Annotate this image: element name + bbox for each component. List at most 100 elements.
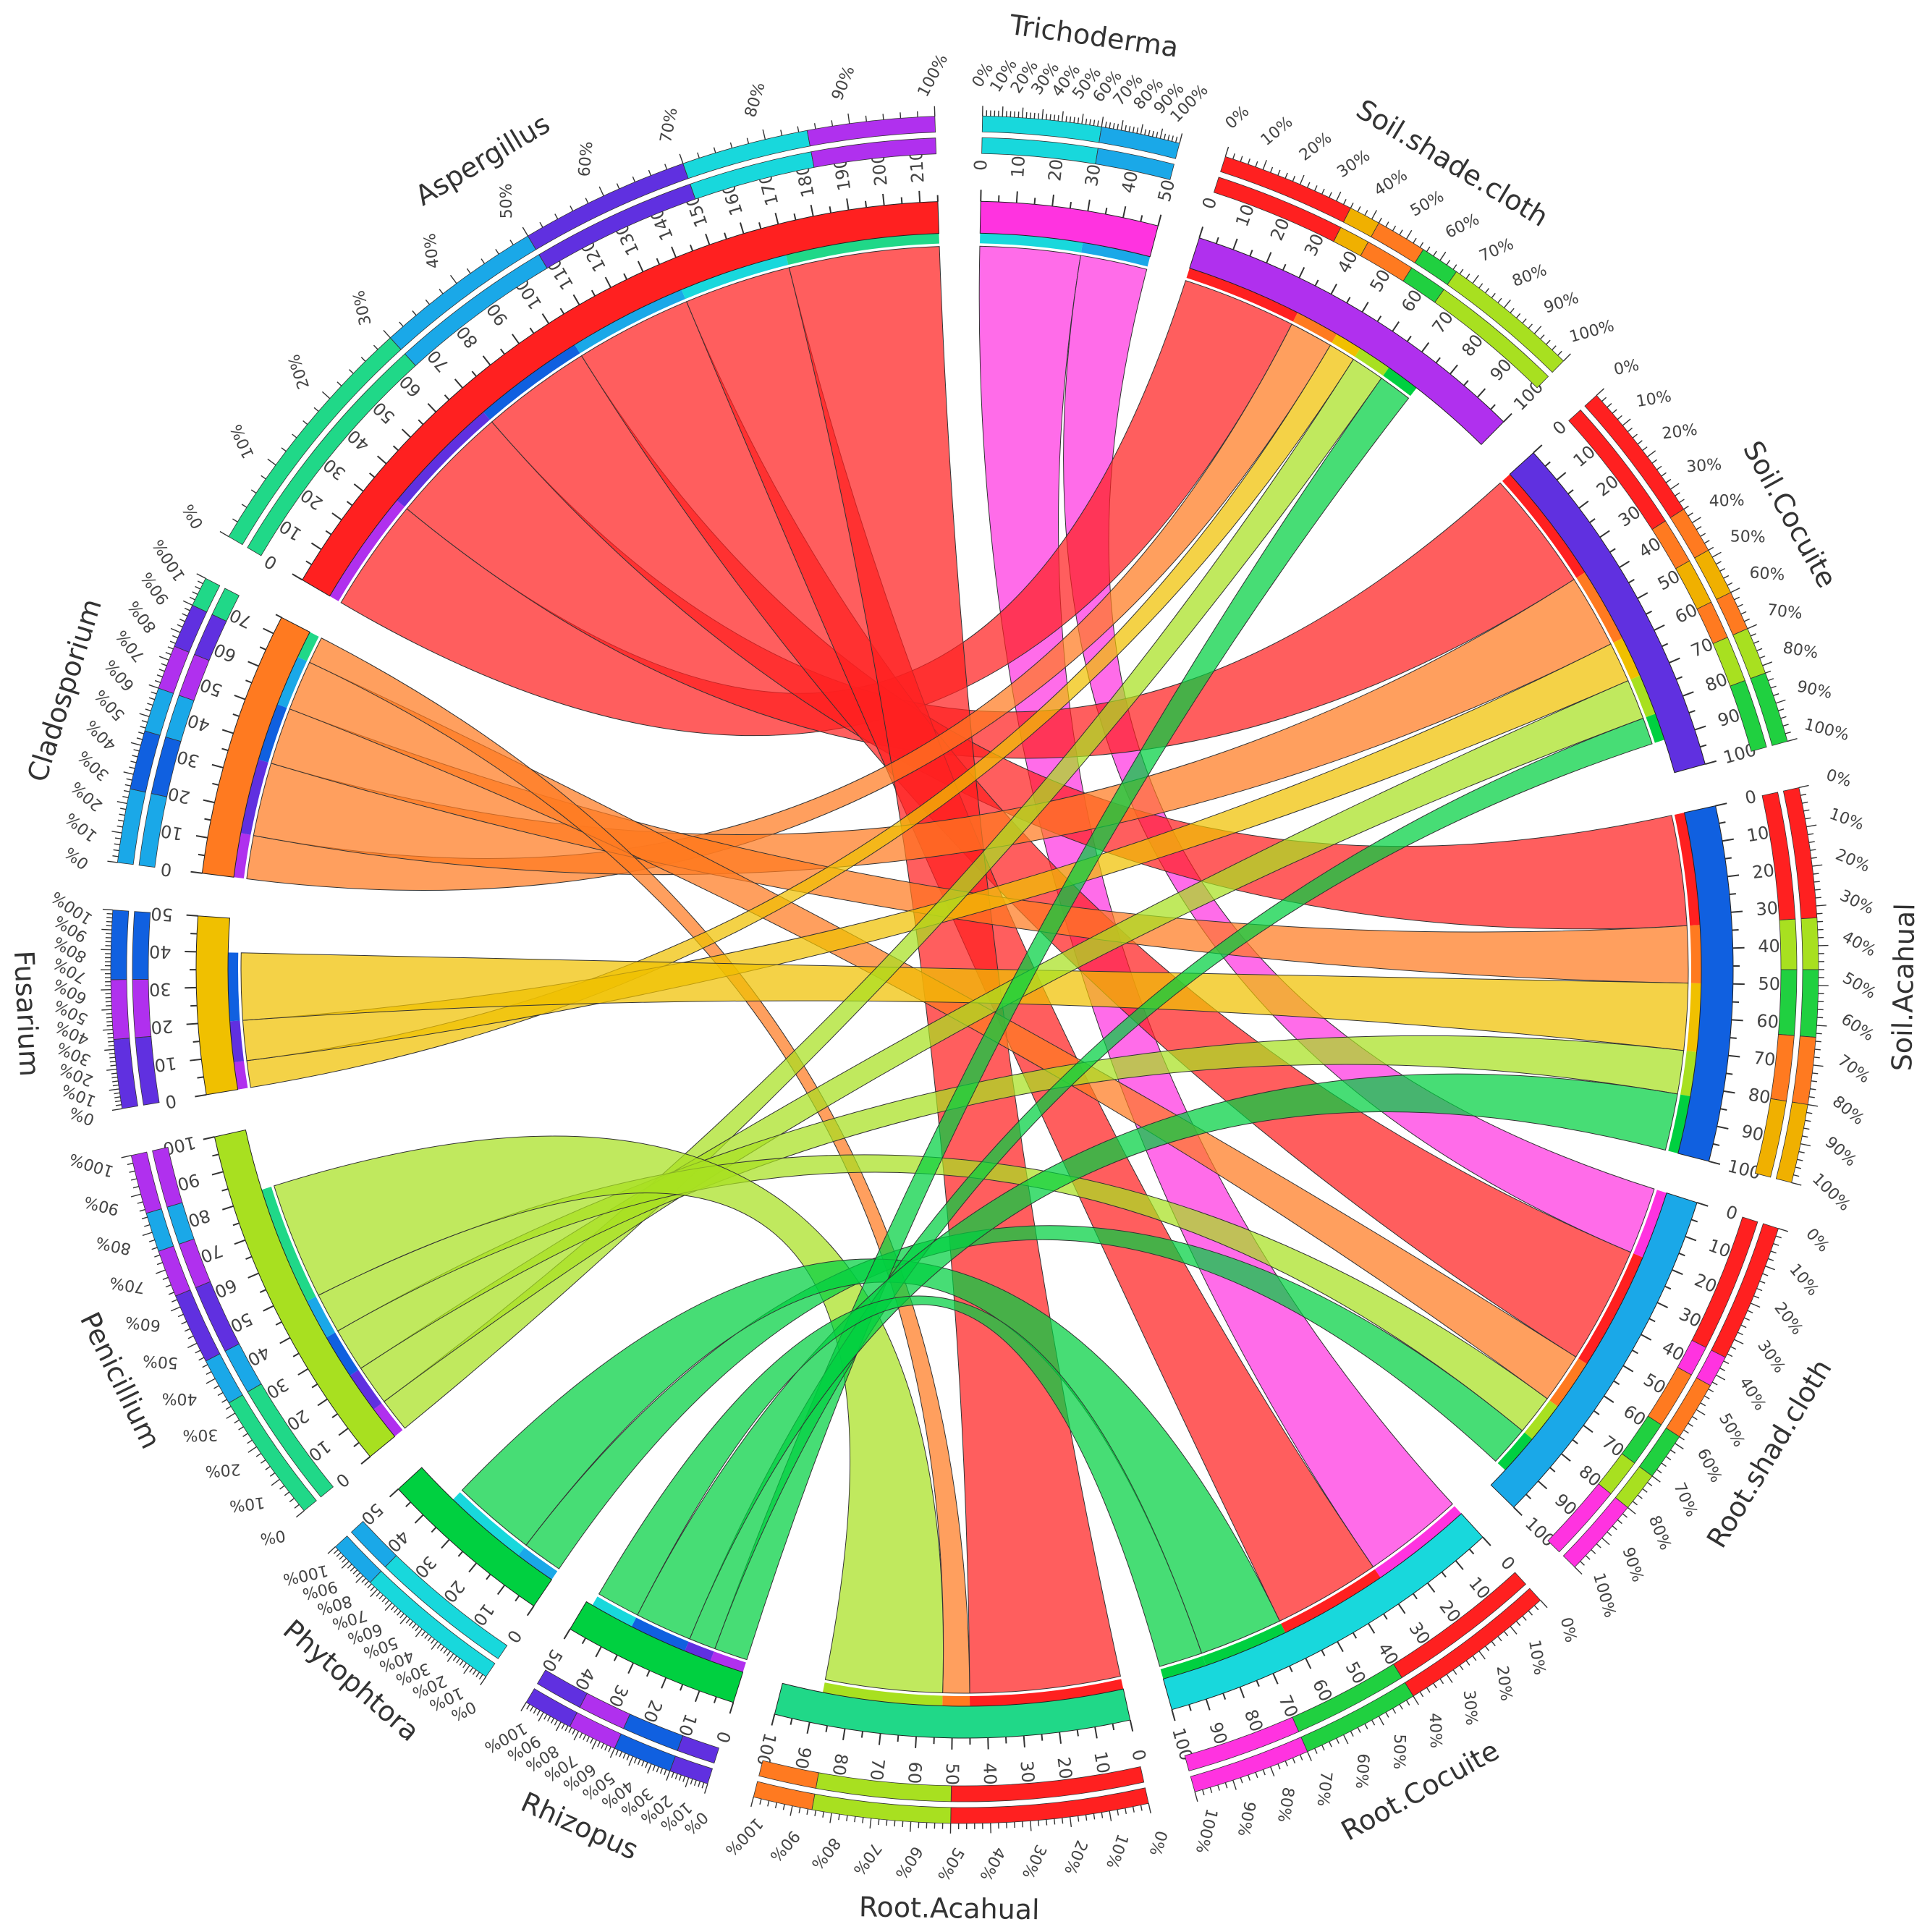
segment-arc[interactable]	[201, 617, 310, 878]
percent-tick	[1744, 1317, 1750, 1321]
percent-tick	[1716, 1374, 1726, 1381]
segment-arc[interactable]	[979, 200, 1159, 258]
percent-tick	[1053, 114, 1056, 121]
link-end-strip	[258, 704, 287, 763]
link-end-strip	[1355, 348, 1389, 376]
segment-arc[interactable]	[195, 915, 239, 1096]
percent-bar-segment	[981, 137, 1099, 165]
tick-mark	[1599, 530, 1610, 538]
tick-mark	[623, 273, 628, 280]
tick-mark	[1406, 335, 1412, 342]
tick-mark	[1051, 194, 1054, 207]
percent-tick	[1140, 1805, 1143, 1811]
percent-tick	[399, 321, 404, 327]
percent-tick	[1700, 1402, 1706, 1407]
percent-bar-segment	[1791, 1035, 1816, 1105]
segment-arc[interactable]	[570, 1601, 744, 1703]
percent-tick	[1601, 397, 1607, 402]
percent-tick	[302, 420, 308, 425]
percent-tick	[678, 1774, 682, 1781]
tick-mark	[1352, 1632, 1358, 1639]
percent-tick	[475, 1672, 481, 1677]
percent-tick	[226, 1412, 236, 1419]
percent-tick	[145, 708, 151, 712]
link-fusarium-soil-acahual[interactable]	[240, 952, 1689, 1051]
percent-tick	[347, 1564, 352, 1569]
percent-bar-segment	[110, 910, 130, 980]
percent-tick	[321, 391, 331, 399]
percent-tick	[443, 1648, 448, 1654]
segment-arc[interactable]	[1509, 452, 1706, 774]
tick-mark	[247, 661, 259, 667]
tick-mark	[292, 573, 303, 581]
percent-tick	[539, 221, 543, 228]
percent-tick	[1109, 122, 1112, 129]
percent-tick	[107, 1033, 114, 1035]
tick-mark	[1525, 1494, 1532, 1500]
percent-tick	[158, 656, 169, 661]
tick-mark	[1637, 592, 1648, 599]
link-cladosporium-root-shad-cloth[interactable]	[289, 661, 1577, 1399]
tick-mark	[195, 835, 208, 839]
tick-mark	[203, 1136, 215, 1140]
link-end-strip	[1690, 925, 1701, 983]
segment-arc[interactable]	[302, 201, 939, 597]
percent-tick	[1813, 1056, 1820, 1059]
percent-label: 70%	[1766, 601, 1803, 623]
percent-tick	[148, 684, 159, 689]
percent-tick	[1780, 716, 1787, 719]
tick-mark	[694, 1690, 701, 1703]
percent-tick	[1762, 1273, 1769, 1276]
segment-arc[interactable]	[1490, 1192, 1698, 1508]
segment-label: Trichoderma	[1007, 9, 1180, 64]
link-end-strip	[277, 656, 308, 708]
percent-label: 80%	[1645, 1513, 1675, 1553]
percent-tick	[408, 1621, 414, 1627]
percent-bar-segment	[1775, 1101, 1808, 1183]
percent-tick	[1321, 188, 1325, 195]
tick-mark	[331, 512, 342, 521]
percent-label: 10%	[1525, 1638, 1549, 1676]
link-penicillium-root-acahual[interactable]	[274, 1135, 944, 1694]
percent-tick	[415, 1628, 423, 1637]
percent-tick	[360, 357, 366, 362]
percent-label: 10%	[1102, 1831, 1131, 1871]
tick-label: 20	[1053, 1755, 1076, 1780]
percent-tick	[397, 1610, 402, 1616]
segment-arc[interactable]	[397, 1467, 553, 1607]
percent-bar-segment	[1730, 680, 1767, 752]
percent-tick	[1125, 1808, 1127, 1814]
tick-mark	[1397, 1603, 1406, 1614]
tick-label: 20	[151, 1016, 174, 1038]
tick-mark	[1715, 802, 1727, 807]
segment-arc[interactable]	[213, 1129, 396, 1457]
percent-tick	[1642, 446, 1648, 452]
segment-arc[interactable]	[1162, 1513, 1484, 1711]
percent-tick	[1497, 1636, 1502, 1642]
percent-tick	[564, 1725, 569, 1732]
percent-tick	[241, 504, 247, 508]
percent-label: 0%	[1824, 766, 1853, 791]
tick-mark	[1583, 1425, 1593, 1433]
percent-tick	[1255, 161, 1258, 167]
link-phytophtora-root-cocuite[interactable]	[461, 1258, 1281, 1654]
tick-mark	[1059, 1732, 1062, 1744]
percent-tick	[910, 1821, 912, 1832]
segment-arc[interactable]	[1677, 805, 1734, 1162]
tick-mark	[259, 1289, 266, 1293]
percent-bar-segment	[130, 1151, 162, 1214]
percent-label: 0%	[1802, 1225, 1832, 1256]
tick-mark	[346, 501, 353, 507]
link-rhizopus-root-cocuite[interactable]	[598, 1295, 1203, 1667]
percent-tick	[1069, 1816, 1072, 1827]
tick-mark	[595, 1646, 602, 1658]
percent-tick	[1413, 237, 1417, 244]
segment-arc[interactable]	[774, 1682, 1131, 1739]
segment-arc[interactable]	[1189, 237, 1504, 446]
percent-tick	[698, 1781, 701, 1787]
tick-mark	[1641, 1334, 1652, 1341]
percent-tick	[550, 1718, 554, 1724]
percent-tick	[247, 1446, 257, 1453]
tick-mark	[360, 1456, 371, 1465]
tick-mark	[613, 1654, 618, 1661]
